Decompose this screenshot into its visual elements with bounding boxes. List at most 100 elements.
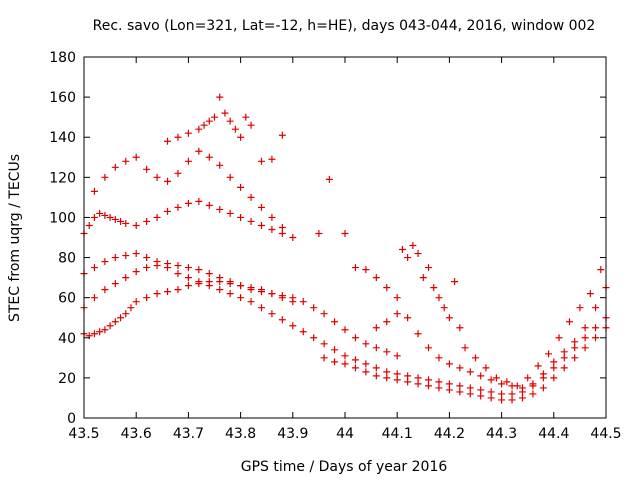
data-point — [268, 155, 276, 163]
data-point — [216, 286, 224, 294]
y-tick-label: 160 — [49, 90, 76, 106]
data-point — [278, 229, 286, 237]
x-tick-label: 44.3 — [486, 426, 517, 442]
y-tick-label: 40 — [58, 331, 76, 347]
data-point — [143, 165, 151, 173]
data-point — [592, 334, 600, 342]
data-point — [404, 314, 412, 322]
data-point — [216, 274, 224, 282]
data-point — [111, 163, 119, 171]
data-point — [122, 274, 130, 282]
data-point — [425, 264, 433, 272]
data-point — [96, 328, 104, 336]
data-point — [106, 213, 114, 221]
data-point — [425, 344, 433, 352]
data-point — [529, 390, 537, 398]
data-point — [106, 322, 114, 330]
data-point — [257, 203, 265, 211]
data-point — [435, 294, 443, 302]
data-point — [143, 294, 151, 302]
data-point — [487, 394, 495, 402]
data-point — [581, 334, 589, 342]
data-point — [461, 344, 469, 352]
data-point — [498, 380, 506, 388]
data-point — [132, 268, 140, 276]
data-point — [101, 286, 109, 294]
data-point — [597, 266, 605, 274]
data-point — [111, 254, 119, 262]
data-point — [325, 175, 333, 183]
x-tick-label: 44.5 — [590, 426, 621, 442]
data-point — [117, 314, 125, 322]
data-point — [414, 250, 422, 258]
data-point — [555, 334, 563, 342]
data-point — [247, 121, 255, 129]
data-point — [184, 264, 192, 272]
data-point — [534, 362, 542, 370]
y-tick-label: 140 — [49, 130, 76, 146]
data-point — [351, 364, 359, 372]
data-point — [205, 270, 213, 278]
data-point — [164, 264, 172, 272]
data-point — [90, 187, 98, 195]
data-point — [122, 157, 130, 165]
data-point — [216, 161, 224, 169]
data-point — [539, 370, 547, 378]
data-point — [122, 310, 130, 318]
data-point — [383, 368, 391, 376]
data-point — [153, 258, 161, 266]
data-point — [550, 374, 558, 382]
data-point — [242, 113, 250, 121]
data-point — [472, 354, 479, 362]
data-point — [127, 304, 135, 312]
data-point — [503, 378, 511, 386]
data-point — [425, 376, 433, 384]
x-tick-label: 43.6 — [121, 426, 152, 442]
data-point — [586, 290, 594, 298]
data-point — [257, 304, 265, 312]
data-point — [122, 219, 130, 227]
data-point — [560, 354, 568, 362]
data-point — [174, 203, 182, 211]
data-point — [216, 93, 224, 101]
x-tick-label: 44.2 — [434, 426, 465, 442]
y-tick-label: 60 — [58, 291, 76, 307]
data-point — [456, 388, 464, 396]
x-tick-label: 44.4 — [538, 426, 569, 442]
data-point — [404, 372, 412, 380]
data-point — [226, 173, 234, 181]
data-point — [247, 217, 255, 225]
y-tick-label: 20 — [58, 371, 76, 387]
data-point — [268, 213, 276, 221]
data-point — [132, 221, 140, 229]
data-point — [174, 270, 182, 278]
data-point — [341, 229, 349, 237]
data-point — [331, 358, 339, 366]
data-point — [409, 242, 417, 250]
x-tick-label: 43.8 — [225, 426, 256, 442]
data-point — [440, 304, 448, 312]
data-point — [278, 316, 286, 324]
data-point — [205, 201, 213, 209]
data-point — [289, 294, 297, 302]
data-point — [195, 266, 203, 274]
data-point — [581, 324, 589, 332]
data-point — [195, 197, 203, 205]
data-point — [184, 282, 192, 290]
data-point — [90, 213, 98, 221]
data-point — [143, 217, 151, 225]
data-point — [341, 352, 349, 360]
data-point — [524, 374, 532, 382]
data-point — [393, 370, 401, 378]
data-point — [310, 334, 318, 342]
data-point — [398, 246, 406, 254]
data-point — [111, 215, 119, 223]
y-tick-label: 80 — [58, 251, 76, 267]
data-point — [315, 229, 323, 237]
data-point — [184, 274, 192, 282]
data-point — [237, 294, 245, 302]
data-point — [278, 292, 286, 300]
data-point — [289, 322, 297, 330]
data-point — [164, 137, 172, 145]
data-point — [435, 384, 443, 392]
